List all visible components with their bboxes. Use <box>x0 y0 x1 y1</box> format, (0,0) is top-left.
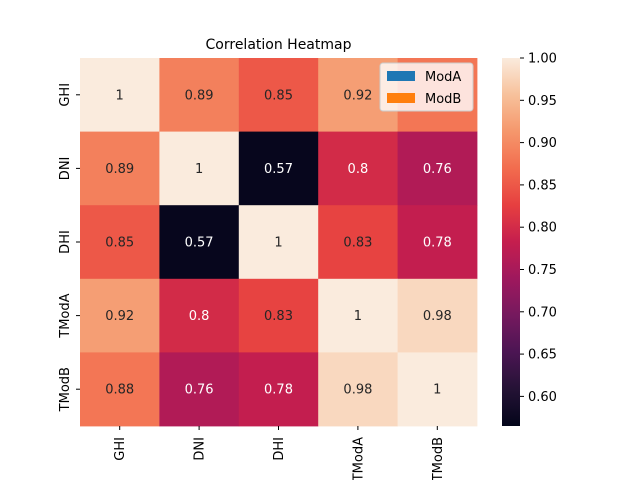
heatmap-cell <box>80 278 160 353</box>
cell-annotation: 0.57 <box>264 162 293 177</box>
cell-annotation: 0.92 <box>105 309 134 324</box>
colorbar-tick-label: 0.70 <box>528 305 557 320</box>
x-tick-label: GHI <box>113 437 128 461</box>
x-tick-label: TModA <box>351 437 366 480</box>
cell-annotation: 0.88 <box>105 383 134 398</box>
colorbar-tick-label: 0.60 <box>528 390 557 405</box>
cell-annotation: 0.92 <box>343 88 372 103</box>
cell-annotation: 1 <box>433 383 441 398</box>
legend-label: ModA <box>425 70 461 85</box>
heatmap-cell <box>318 131 398 206</box>
legend: ModA ModB <box>379 62 474 112</box>
chart-title: Correlation Heatmap <box>206 37 352 53</box>
colorbar-tick-label: 0.65 <box>528 348 557 363</box>
cell-annotation: 0.98 <box>423 309 452 324</box>
heatmap-cell <box>159 58 240 132</box>
x-tick-label: TModB <box>431 437 446 480</box>
heatmap-cell <box>238 205 319 280</box>
cell-annotation: 0.89 <box>185 88 214 103</box>
heatmap-cell <box>238 278 319 353</box>
colorbar-gradient <box>502 58 520 426</box>
heatmap-cell <box>80 205 160 280</box>
heatmap-cell <box>159 352 240 427</box>
heatmap-cell <box>80 58 160 132</box>
legend-swatch <box>387 71 415 81</box>
y-tick-label: GHI <box>58 83 73 107</box>
heatmap-cell <box>397 131 478 206</box>
heatmap-cell <box>238 131 319 206</box>
cell-annotation: 0.89 <box>105 162 134 177</box>
heatmap-cell <box>397 278 478 353</box>
cell-annotation: 1 <box>274 236 282 251</box>
cell-annotation: 0.85 <box>105 236 134 251</box>
colorbar-tick-label: 0.95 <box>528 94 557 109</box>
heatmap-cell <box>318 352 398 427</box>
y-tick-label: TModB <box>58 367 73 412</box>
y-tick-label: TModA <box>58 293 73 338</box>
cell-annotation: 0.8 <box>348 162 369 177</box>
cell-annotation: 0.83 <box>343 236 372 251</box>
cell-annotation: 0.98 <box>343 383 372 398</box>
heatmap-cell <box>238 58 319 132</box>
heatmap-cell <box>318 205 398 280</box>
cell-annotations: 1 0.89 0.85 0.92 0.89 1 0.57 0.8 0.76 0.85 0.57 1 0.… <box>105 88 452 397</box>
heatmap-cell <box>397 205 478 280</box>
cell-annotation: 1 <box>195 162 203 177</box>
cell-annotation: 0.83 <box>264 309 293 324</box>
heatmap-cell <box>159 205 240 280</box>
cell-annotation: 0.85 <box>264 88 293 103</box>
x-axis-ticks: GHI DNI DHI TModA TModB <box>113 426 446 480</box>
cell-annotation: 1 <box>354 309 362 324</box>
y-axis-ticks: GHI DNI DHI TModA TModB <box>58 83 80 412</box>
colorbar: 0.60 0.65 0.70 0.75 0.80 0.85 0.90 0.95 1.00 <box>502 52 557 426</box>
colorbar-tick-label: 0.80 <box>528 221 557 236</box>
heatmap-cell <box>397 352 478 427</box>
cell-annotation: 0.78 <box>423 236 452 251</box>
cell-annotation: 1 <box>116 88 124 103</box>
legend-swatch <box>387 93 415 103</box>
x-tick-label: DHI <box>272 437 287 461</box>
cell-annotation: 0.57 <box>185 236 214 251</box>
y-tick-label: DHI <box>58 230 73 254</box>
colorbar-tick-label: 0.75 <box>528 263 557 278</box>
colorbar-tick-label: 0.85 <box>528 178 557 193</box>
heatmap-cell <box>318 278 398 353</box>
heatmap-cell <box>238 352 319 427</box>
heatmap-cell <box>80 352 160 427</box>
heatmap-cell <box>159 278 240 353</box>
cell-annotation: 0.78 <box>264 383 293 398</box>
heatmap-cell <box>80 131 160 206</box>
cell-annotation: 0.8 <box>189 309 210 324</box>
cell-annotation: 0.76 <box>185 383 214 398</box>
colorbar-tick-label: 0.90 <box>528 136 557 151</box>
y-tick-label: DNI <box>58 157 73 181</box>
heatmap-cell <box>159 131 240 206</box>
colorbar-tick-label: 1.00 <box>528 52 557 67</box>
cell-annotation: 0.76 <box>423 162 452 177</box>
x-tick-label: DNI <box>193 437 208 461</box>
legend-label: ModB <box>425 92 461 107</box>
